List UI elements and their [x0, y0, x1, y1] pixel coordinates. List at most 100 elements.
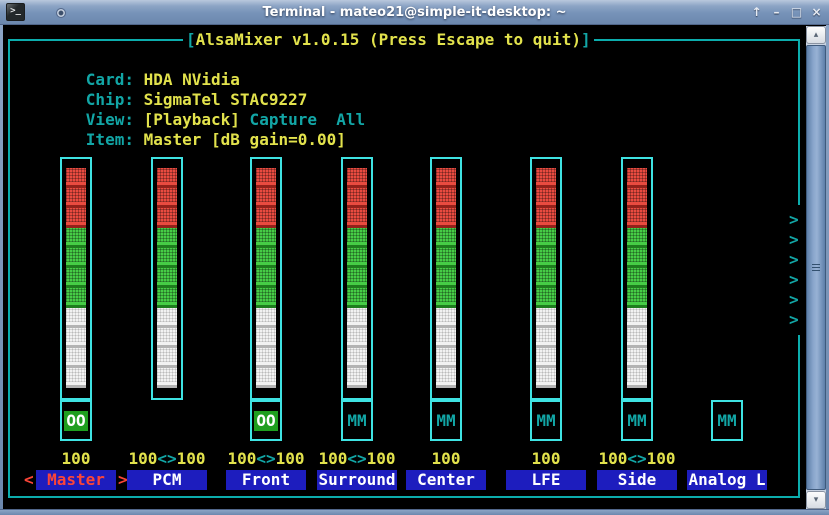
terminal-screen[interactable]: [ AlsaMixer v1.0.15 (Press Escape to qui…	[3, 25, 806, 509]
scrollbar[interactable]: ▴ ▾	[806, 26, 826, 509]
window-border-left	[0, 25, 3, 515]
volume-bar-box-lfe	[530, 157, 562, 400]
channel-label-lfe: LFE	[506, 470, 586, 490]
bar-segment	[256, 208, 276, 228]
close-button[interactable]: ×	[811, 5, 822, 19]
bar-segment	[536, 288, 556, 308]
titlebar[interactable]: >_ Terminal - mateo21@simple-it-desktop:…	[0, 0, 829, 25]
volume-bar-center	[436, 168, 456, 388]
mute-box-master: OO	[60, 400, 92, 441]
bar-segment	[536, 328, 556, 348]
stick-button[interactable]	[56, 8, 66, 18]
bar-segment	[627, 308, 647, 328]
bar-segment	[66, 328, 86, 348]
bar-segment	[66, 308, 86, 328]
bar-segment	[347, 188, 367, 208]
bar-segment	[256, 328, 276, 348]
bar-segment	[436, 328, 456, 348]
bar-segment	[436, 368, 456, 388]
bar-segment	[66, 288, 86, 308]
bar-segment	[436, 308, 456, 328]
window-title: Terminal - mateo21@simple-it-desktop: ~	[262, 5, 567, 20]
bar-segment	[157, 328, 177, 348]
volume-part: 100	[227, 449, 257, 468]
maximize-button[interactable]: □	[790, 5, 803, 19]
bar-segment	[627, 328, 647, 348]
bar-segment	[536, 348, 556, 368]
mute-box-analog-l: MM	[711, 400, 743, 441]
bar-segment	[627, 268, 647, 288]
bar-segment	[536, 308, 556, 328]
bar-segment	[256, 348, 276, 368]
volume-value-master: 100	[26, 449, 126, 469]
volume-bar-box-master	[60, 157, 92, 400]
volume-part: <>	[627, 449, 647, 468]
scrollbar-down-button[interactable]: ▾	[806, 491, 826, 509]
channel-label-center: Center	[406, 470, 486, 490]
bar-segment	[66, 168, 86, 188]
volume-bar-box-side	[621, 157, 653, 400]
bar-segment	[157, 308, 177, 328]
title-bracket-open: [	[186, 30, 196, 49]
bar-segment	[157, 288, 177, 308]
view-line: View: [Playback] Capture All	[28, 90, 365, 129]
mute-state-analog-l: MM	[717, 410, 737, 430]
bar-segment	[66, 268, 86, 288]
bar-segment	[347, 208, 367, 228]
card-value: HDA NVidia	[143, 70, 240, 89]
volume-value-lfe: 100	[496, 449, 596, 469]
chip-line: Chip: SigmaTel STAC9227	[28, 70, 308, 109]
bar-segment	[66, 348, 86, 368]
volume-bar-box-surround	[341, 157, 373, 400]
bar-segment	[256, 288, 276, 308]
bar-segment	[157, 228, 177, 248]
more-channels-indicator: >	[789, 210, 799, 229]
channel-label-side: Side	[597, 470, 677, 490]
bar-segment	[157, 268, 177, 288]
bar-segment	[627, 368, 647, 388]
channel-label-master: Master	[36, 470, 116, 490]
volume-bar-pcm	[157, 168, 177, 388]
bar-segment	[627, 248, 647, 268]
volume-part: 100	[176, 449, 206, 468]
mute-state-surround: MM	[347, 410, 367, 430]
scrollbar-up-button[interactable]: ▴	[806, 26, 826, 44]
bar-segment	[157, 368, 177, 388]
bar-segment	[256, 188, 276, 208]
volume-value-side: 100<>100	[587, 449, 687, 469]
view-label: View:	[85, 110, 144, 129]
bar-segment	[256, 228, 276, 248]
channel-label-pcm: PCM	[127, 470, 207, 490]
bar-segment	[436, 248, 456, 268]
volume-bar-box-front	[250, 157, 282, 400]
bar-segment	[536, 368, 556, 388]
bar-segment	[347, 368, 367, 388]
scrollbar-thumb[interactable]	[806, 45, 826, 490]
bar-segment	[256, 368, 276, 388]
bar-segment	[627, 188, 647, 208]
shade-button[interactable]: ↑	[751, 5, 762, 19]
volume-bar-box-pcm	[151, 157, 183, 400]
bar-segment	[536, 168, 556, 188]
volume-part: 100	[318, 449, 348, 468]
bar-segment	[66, 248, 86, 268]
item-label: Item:	[85, 130, 144, 149]
bar-segment	[436, 208, 456, 228]
bar-segment	[536, 248, 556, 268]
volume-part: 100	[646, 449, 676, 468]
volume-bar-surround	[347, 168, 367, 388]
bar-segment	[256, 248, 276, 268]
chip-value: SigmaTel STAC9227	[143, 90, 308, 109]
bar-segment	[347, 308, 367, 328]
bar-segment	[157, 248, 177, 268]
card-line: Card: HDA NVidia	[28, 50, 240, 89]
bar-segment	[536, 228, 556, 248]
channel-label-analog-l: Analog L	[687, 470, 767, 490]
bar-segment	[66, 208, 86, 228]
minimize-button[interactable]: –	[773, 5, 780, 19]
bar-segment	[536, 268, 556, 288]
bar-segment	[627, 228, 647, 248]
bar-segment	[536, 188, 556, 208]
bar-segment	[347, 168, 367, 188]
